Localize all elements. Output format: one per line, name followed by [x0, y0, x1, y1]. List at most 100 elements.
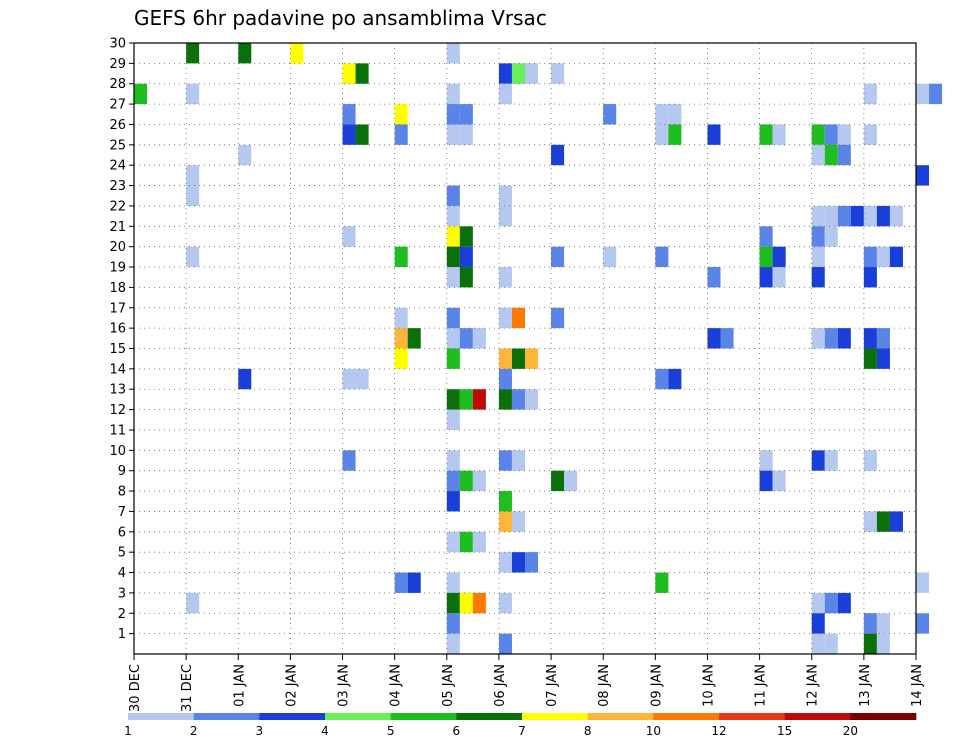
heatmap-cell: [668, 368, 682, 390]
heatmap-cell: [459, 246, 473, 268]
heatmap-cell: [525, 63, 539, 84]
heatmap-cell: [824, 144, 838, 166]
heatmap-cell: [186, 165, 200, 186]
heatmap-cell: [446, 633, 460, 654]
heatmap-cell: [511, 389, 525, 410]
heatmap-cell: [876, 613, 890, 634]
heatmap-cell: [446, 348, 460, 369]
heatmap-cell: [603, 246, 617, 268]
colorbar-label: 20: [843, 724, 858, 738]
heatmap-cell: [876, 205, 890, 227]
heatmap-cell: [564, 470, 578, 492]
heatmap-cell: [759, 124, 773, 145]
y-tick-label: 11: [109, 423, 126, 438]
x-tick-label: 11 JAN: [754, 664, 769, 707]
heatmap-cell: [916, 165, 930, 186]
colorbar-swatch: [850, 713, 917, 720]
heatmap-cell: [759, 267, 773, 288]
heatmap-cell: [342, 104, 356, 125]
heatmap-cell: [759, 470, 773, 492]
heatmap-cell: [889, 205, 903, 227]
y-tick-label: 16: [109, 322, 126, 337]
heatmap-cell: [394, 572, 408, 593]
heatmap-cell: [837, 592, 851, 614]
heatmap-cell: [811, 144, 825, 166]
y-tick-label: 5: [118, 546, 126, 561]
heatmap-cell: [498, 307, 512, 329]
heatmap-cell: [498, 185, 512, 206]
heatmap-cell: [238, 43, 252, 64]
heatmap-cell: [863, 246, 877, 268]
heatmap-cell: [863, 124, 877, 145]
heatmap-cell: [824, 205, 838, 227]
heatmap-cell: [824, 124, 838, 145]
heatmap-cell: [863, 450, 877, 471]
heatmap-cell: [863, 328, 877, 349]
heatmap-cell: [889, 246, 903, 268]
chart-title: GEFS 6hr padavine po ansamblima Vrsac: [134, 6, 547, 30]
colorbar-label: 5: [387, 724, 395, 738]
heatmap-cell: [459, 124, 473, 145]
heatmap-cell: [759, 226, 773, 247]
heatmap-cell: [824, 450, 838, 471]
heatmap-cell: [446, 246, 460, 268]
x-tick-label: 30 DEC: [128, 664, 143, 712]
heatmap-cell: [551, 470, 565, 492]
gridlines: [134, 43, 916, 654]
heatmap-cell: [446, 389, 460, 410]
heatmap-cell: [511, 63, 525, 84]
heatmap-cell: [551, 63, 565, 84]
heatmap-cell: [511, 552, 525, 573]
heatmap-cell: [876, 246, 890, 268]
colorbar-swatch: [259, 713, 326, 720]
colorbar-label: 12: [711, 724, 726, 738]
x-tick-label: 09 JAN: [649, 664, 664, 707]
colorbar-swatch: [587, 713, 654, 720]
heatmap-cell: [498, 450, 512, 471]
heatmap-cell: [459, 531, 473, 553]
heatmap-cell: [707, 267, 721, 288]
heatmap-cell: [394, 124, 408, 145]
heatmap-cell: [498, 368, 512, 390]
heatmap-cell: [186, 43, 200, 64]
heatmap-cell: [759, 450, 773, 471]
heatmap-cell: [342, 124, 356, 145]
heatmap-cell: [655, 246, 669, 268]
y-tick-label: 19: [109, 261, 126, 276]
colorbar: 1 2 3 4 5 6 7 8 10 12 15 20: [124, 713, 917, 738]
heatmap-cell: [446, 613, 460, 634]
heatmap-cell: [355, 63, 369, 84]
heatmap-cell: [446, 328, 460, 349]
x-tick-label: 31 DEC: [180, 664, 195, 712]
heatmap-cell: [551, 144, 565, 166]
heatmap-cell: [394, 348, 408, 369]
heatmap-cell: [498, 491, 512, 512]
x-tick-label: 07 JAN: [545, 664, 560, 707]
heatmap-cell: [498, 552, 512, 573]
heatmap-cell: [186, 246, 200, 268]
heatmap-cell: [238, 368, 252, 390]
colorbar-swatch: [128, 713, 194, 720]
heatmap-cell: [811, 226, 825, 247]
colorbar-label: 7: [518, 724, 526, 738]
colorbar-label: 8: [584, 724, 592, 738]
heatmap-cell: [525, 552, 539, 573]
y-tick-label: 8: [118, 485, 126, 500]
heatmap-cell: [472, 531, 486, 553]
heatmap-cell: [772, 124, 786, 145]
heatmap-cell: [772, 470, 786, 492]
colorbar-label: 2: [190, 724, 198, 738]
heatmap-cell: [655, 368, 669, 390]
heatmap-cell: [759, 246, 773, 268]
heatmap-cell: [824, 226, 838, 247]
x-tick-label: 05 JAN: [441, 664, 456, 707]
heatmap-cell: [498, 63, 512, 84]
heatmap-cell: [876, 511, 890, 532]
heatmap-cell: [394, 307, 408, 329]
x-tick-label: 01 JAN: [232, 664, 247, 707]
heatmap-cell: [811, 267, 825, 288]
heatmap-cell: [446, 43, 460, 64]
heatmap-cell: [394, 104, 408, 125]
heatmap-cell: [186, 185, 200, 206]
